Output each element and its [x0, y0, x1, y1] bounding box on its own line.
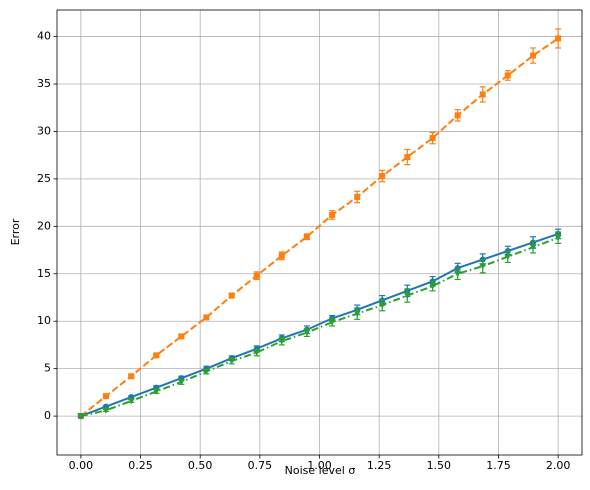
- marker: [102, 407, 110, 414]
- marker: [479, 91, 486, 98]
- marker: [178, 333, 185, 340]
- marker: [303, 329, 311, 337]
- y-tick-label: 25: [37, 172, 51, 185]
- y-tick-label: 5: [44, 362, 51, 375]
- y-tick-label: 0: [44, 409, 51, 422]
- marker: [228, 292, 235, 299]
- series-line: [80, 236, 559, 418]
- marker: [253, 349, 261, 357]
- marker: [429, 135, 436, 142]
- y-tick-label: 30: [37, 124, 51, 137]
- y-tick-label: 20: [37, 219, 51, 232]
- marker: [354, 193, 361, 200]
- plot-frame: [56, 9, 583, 456]
- marker: [128, 373, 135, 380]
- marker: [454, 112, 461, 119]
- marker: [77, 413, 85, 420]
- marker: [353, 310, 361, 318]
- marker: [203, 314, 210, 321]
- marker: [530, 52, 537, 59]
- x-axis-label: Noise level σ: [285, 464, 356, 477]
- x-tick-label: 0.50: [188, 459, 213, 472]
- marker: [555, 35, 562, 42]
- y-tick-label: 10: [37, 314, 51, 327]
- marker: [102, 393, 109, 400]
- x-tick-label: 1.50: [427, 459, 452, 472]
- marker: [454, 270, 462, 278]
- x-tick-label: 1.00: [307, 459, 332, 472]
- marker: [303, 233, 310, 240]
- marker: [404, 154, 411, 161]
- marker: [153, 352, 160, 359]
- marker: [253, 272, 260, 279]
- marker: [278, 338, 286, 345]
- marker: [127, 397, 135, 405]
- series-line: [80, 37, 559, 417]
- marker: [554, 234, 562, 242]
- marker: [329, 211, 336, 218]
- marker: [228, 358, 236, 365]
- marker: [403, 292, 411, 300]
- y-tick-label: 40: [37, 30, 51, 43]
- marker: [479, 263, 487, 270]
- series-line: [80, 232, 559, 418]
- marker: [278, 252, 285, 259]
- y-tick-label: 15: [37, 267, 51, 280]
- marker: [379, 173, 386, 180]
- marker: [504, 72, 511, 79]
- x-tick-label: 1.75: [486, 459, 511, 472]
- x-tick-label: 2.00: [546, 459, 571, 472]
- x-tick-label: 0.75: [248, 459, 273, 472]
- marker: [328, 319, 336, 326]
- x-tick-label: 0.25: [128, 459, 153, 472]
- marker: [504, 253, 512, 261]
- marker: [177, 378, 185, 386]
- y-axis-label: Error: [9, 218, 22, 245]
- marker: [529, 244, 537, 251]
- x-tick-label: 1.25: [367, 459, 392, 472]
- marker: [378, 302, 386, 309]
- x-tick-label: 0.00: [69, 459, 94, 472]
- marker: [152, 388, 160, 395]
- marker: [429, 283, 437, 290]
- marker: [202, 368, 210, 376]
- y-tick-label: 35: [37, 77, 51, 90]
